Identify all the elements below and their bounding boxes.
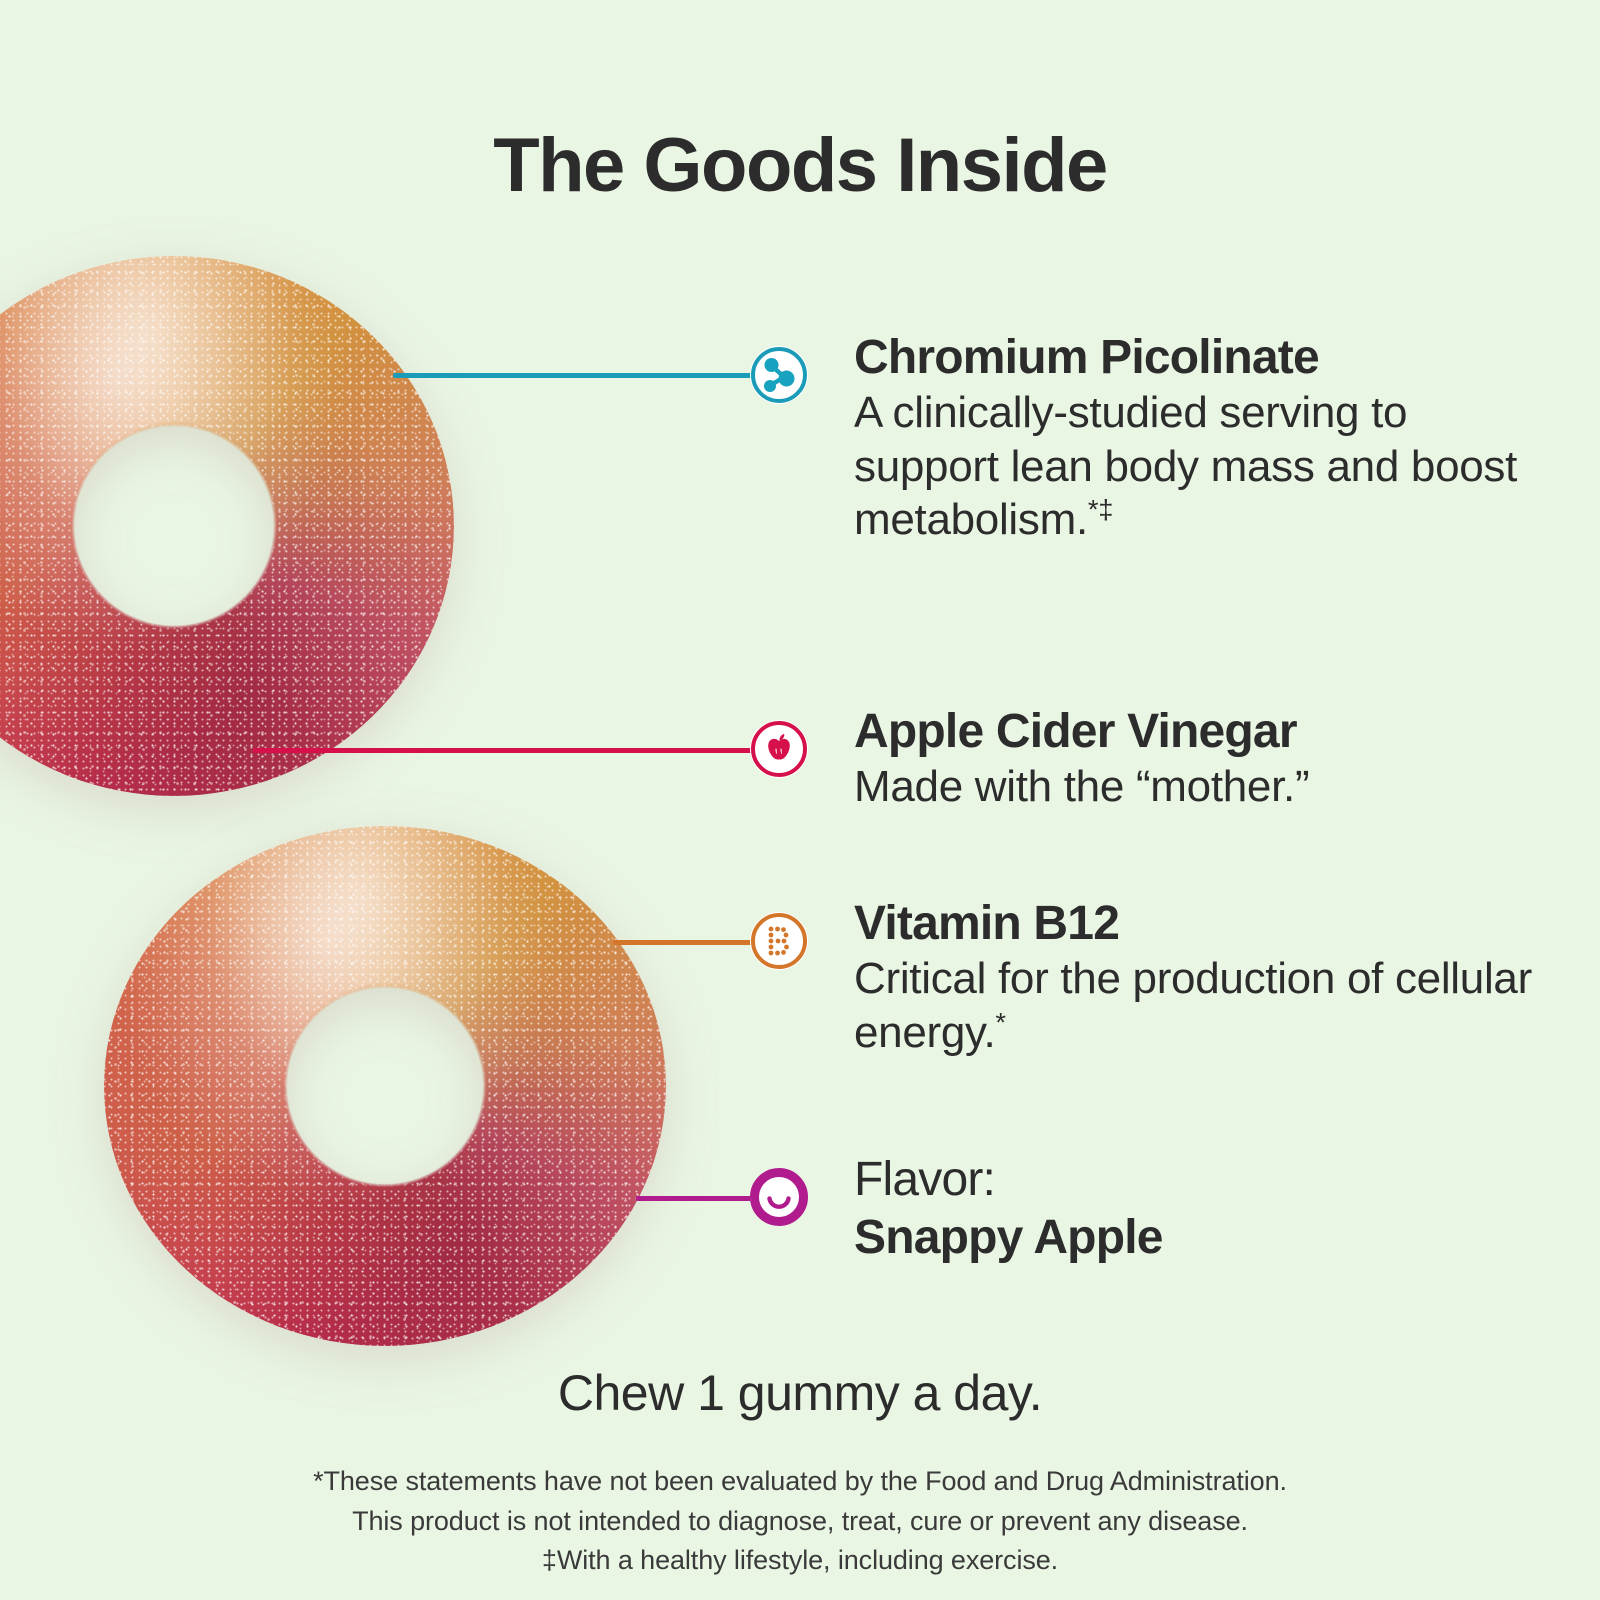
callout-body: Made with the “mother.”: [854, 760, 1554, 814]
smiley-icon: [750, 1168, 808, 1226]
callout-body-text: A clinically-studied serving to support …: [854, 387, 1518, 545]
disclaimer-line-3: ‡With a healthy lifestyle, including exe…: [541, 1545, 1059, 1576]
callout-heading: Apple Cider Vinegar: [854, 705, 1298, 758]
callout-body-text: Critical for the production of cellular …: [854, 953, 1532, 1057]
gummy-image-top: [0, 256, 454, 796]
gummy-highlight: [104, 826, 666, 1346]
apple-icon: [750, 720, 808, 778]
gummy-highlight: [0, 256, 454, 796]
page-title: The Goods Inside: [493, 123, 1108, 208]
leader-line-chromium: [393, 373, 760, 378]
callout-body: A clinically-studied serving to support …: [854, 386, 1554, 547]
molecule-icon: [750, 346, 808, 404]
callout-flavor-value: Snappy Apple: [854, 1210, 1163, 1264]
leader-line-acv: [253, 748, 760, 753]
callout-heading: Vitamin B12: [854, 897, 1120, 950]
callout-body-text: Made with the “mother.”: [854, 761, 1310, 811]
disclaimer-line-2: This product is not intended to diagnose…: [352, 1505, 1248, 1536]
gummy-image-bottom: [104, 826, 666, 1346]
disclaimer-line-1: *These statements have not been evaluate…: [313, 1466, 1287, 1496]
callout-heading: Flavor:: [854, 1153, 996, 1206]
callout-body-footnote: *: [995, 1005, 1006, 1037]
leader-line-b12: [613, 940, 760, 945]
leader-line-flavor: [636, 1196, 760, 1201]
callout-body-footnote: *‡: [1087, 493, 1114, 525]
callout-text: Flavor: Snappy Apple: [854, 1154, 1554, 1264]
directions-text: Chew 1 gummy a day.: [557, 1365, 1043, 1421]
dotted-b-icon: [750, 912, 808, 970]
callout-heading: Chromium Picolinate: [854, 331, 1320, 384]
disclaimer-block: *These statements have not been evaluate…: [0, 1462, 1600, 1581]
callout-text: Vitamin B12 Critical for the production …: [854, 898, 1554, 1059]
callout-text: Chromium Picolinate A clinically-studied…: [854, 332, 1554, 547]
callout-body: Critical for the production of cellular …: [854, 952, 1554, 1059]
callout-text: Apple Cider Vinegar Made with the “mothe…: [854, 706, 1554, 814]
